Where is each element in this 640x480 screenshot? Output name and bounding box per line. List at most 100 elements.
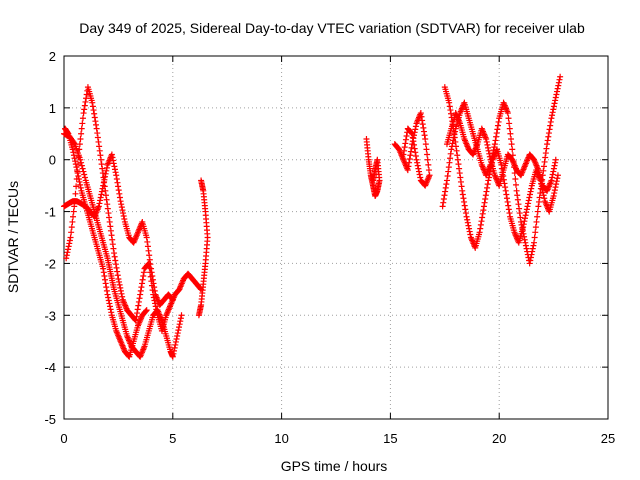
data-point-marker <box>553 181 560 188</box>
data-point-marker <box>115 187 122 194</box>
data-point-marker <box>174 330 181 337</box>
data-point-marker <box>420 128 427 135</box>
data-point-marker <box>74 167 81 174</box>
data-point-marker <box>100 265 107 272</box>
data-point-marker <box>63 255 70 262</box>
data-point-marker <box>508 135 515 142</box>
data-point-marker <box>425 161 432 168</box>
data-point-marker <box>150 280 157 287</box>
series-trace-g <box>391 110 433 189</box>
data-point-marker <box>117 284 124 291</box>
data-point-marker <box>176 321 183 328</box>
data-point-marker <box>524 203 531 210</box>
data-point-marker <box>176 324 183 331</box>
data-point-marker <box>100 179 107 186</box>
data-point-marker <box>498 161 505 168</box>
data-point-marker <box>113 264 120 271</box>
data-point-marker <box>553 91 560 98</box>
data-point-marker <box>70 152 77 159</box>
data-point-marker <box>552 184 559 191</box>
data-point-marker <box>512 181 519 188</box>
data-point-marker <box>98 188 105 195</box>
data-point-marker <box>69 146 76 153</box>
data-point-marker <box>120 210 127 217</box>
data-point-marker <box>529 248 536 255</box>
data-point-marker <box>89 99 96 106</box>
data-point-marker <box>484 141 491 148</box>
data-point-marker <box>549 112 556 119</box>
data-point-marker <box>135 302 142 309</box>
data-point-marker <box>139 276 146 283</box>
data-point-marker <box>442 188 449 195</box>
data-point-marker <box>105 294 112 301</box>
data-point-marker <box>534 213 541 220</box>
series-trace-d <box>62 125 150 360</box>
data-point-marker <box>103 284 110 291</box>
data-point-marker <box>553 178 560 185</box>
data-point-marker <box>102 280 109 287</box>
data-point-marker <box>476 229 483 236</box>
data-point-marker <box>422 135 429 142</box>
data-point-marker <box>111 250 118 257</box>
data-point-marker <box>143 234 150 241</box>
data-point-marker <box>503 191 510 198</box>
data-point-marker <box>77 184 84 191</box>
data-point-marker <box>544 141 551 148</box>
data-point-marker <box>102 170 109 177</box>
data-point-marker <box>80 168 87 175</box>
data-point-marker <box>486 150 493 157</box>
data-point-marker <box>424 156 431 163</box>
data-point-marker <box>137 287 144 294</box>
data-point-marker <box>72 161 79 168</box>
data-point-marker <box>456 170 463 177</box>
data-point-marker <box>453 147 460 154</box>
data-point-marker <box>94 130 101 137</box>
data-point-marker <box>91 114 98 121</box>
data-point-marker <box>550 106 557 113</box>
x-tick-label: 10 <box>274 431 288 446</box>
data-point-marker <box>404 167 411 174</box>
data-point-marker <box>540 163 547 170</box>
data-point-marker <box>514 196 521 203</box>
data-point-marker <box>134 306 141 313</box>
data-point-marker <box>111 166 118 173</box>
data-point-marker <box>445 164 452 171</box>
data-point-marker <box>110 157 117 164</box>
data-point-marker <box>526 260 533 267</box>
data-point-marker <box>104 205 111 212</box>
data-point-marker <box>522 215 529 222</box>
data-point-marker <box>99 170 106 177</box>
data-point-marker <box>485 174 492 181</box>
data-point-marker <box>549 109 556 116</box>
data-point-marker <box>482 192 489 199</box>
data-point-marker <box>528 185 535 192</box>
data-point-marker <box>103 164 110 171</box>
data-point-marker <box>171 344 178 351</box>
data-point-marker <box>410 138 417 145</box>
data-point-marker <box>483 188 490 195</box>
x-tick-label: 5 <box>169 431 176 446</box>
axis-ticks: 0 5 10 15 20 25 -5 -4 -3 -2 -1 0 1 2 <box>44 49 615 446</box>
data-point-marker <box>71 203 78 210</box>
x-tick-label: 25 <box>601 431 615 446</box>
data-point-marker <box>109 236 116 243</box>
data-point-marker <box>177 315 184 322</box>
data-point-marker <box>105 297 112 304</box>
data-point-marker <box>102 192 109 199</box>
data-point-marker <box>135 298 142 305</box>
data-point-marker <box>117 198 124 205</box>
data-point-marker <box>118 290 125 297</box>
data-point-marker <box>550 193 557 200</box>
data-point-marker <box>407 148 414 155</box>
data-point-marker <box>70 208 77 215</box>
data-point-marker <box>80 110 87 117</box>
data-point-marker <box>455 161 462 168</box>
data-point-marker <box>140 269 147 276</box>
data-point-marker <box>406 159 413 166</box>
data-point-marker <box>464 216 471 223</box>
data-point-marker <box>552 159 559 166</box>
data-point-marker <box>532 229 539 236</box>
data-point-marker <box>172 341 179 348</box>
data-point-marker <box>401 147 408 154</box>
data-point-marker <box>540 189 547 196</box>
